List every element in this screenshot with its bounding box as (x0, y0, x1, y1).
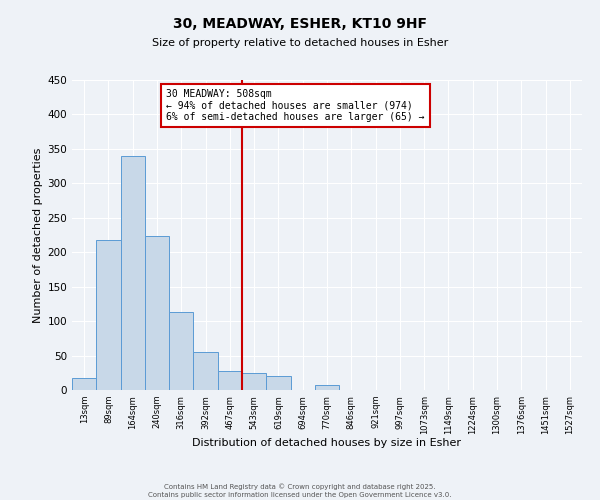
Text: Contains HM Land Registry data © Crown copyright and database right 2025.
Contai: Contains HM Land Registry data © Crown c… (148, 484, 452, 498)
Bar (96, 240, 121, 390)
Bar (242, 373, 266, 390)
Bar (121, 156, 145, 390)
Text: 30 MEADWAY: 508sqm
← 94% of detached houses are smaller (974)
6% of semi-detache: 30 MEADWAY: 508sqm ← 94% of detached hou… (166, 90, 425, 122)
Bar (193, 352, 218, 390)
Y-axis label: Number of detached properties: Number of detached properties (33, 148, 43, 322)
Bar (145, 236, 169, 390)
Bar (169, 312, 193, 390)
Bar (218, 372, 242, 390)
Bar (266, 376, 290, 390)
Text: Size of property relative to detached houses in Esher: Size of property relative to detached ho… (152, 38, 448, 48)
X-axis label: Distribution of detached houses by size in Esher: Distribution of detached houses by size … (193, 438, 461, 448)
Bar (315, 385, 339, 390)
Text: 30, MEADWAY, ESHER, KT10 9HF: 30, MEADWAY, ESHER, KT10 9HF (173, 18, 427, 32)
Bar (72, 378, 96, 390)
